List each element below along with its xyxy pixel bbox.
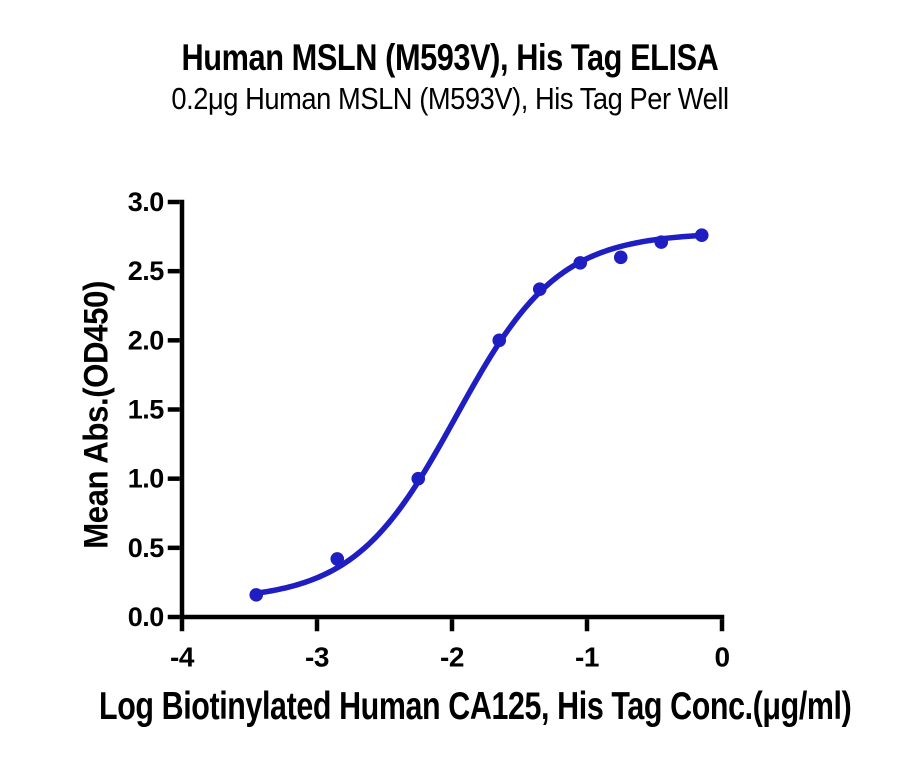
x-tick-label: 0 bbox=[714, 641, 729, 672]
data-point bbox=[249, 588, 264, 602]
y-tick-label: 0.0 bbox=[128, 602, 164, 632]
x-tick-label: -1 bbox=[575, 641, 599, 672]
data-point bbox=[613, 250, 628, 265]
data-point bbox=[573, 256, 588, 270]
data-point bbox=[492, 333, 507, 348]
y-tick-label: 0.5 bbox=[128, 533, 165, 563]
x-tick-label: -4 bbox=[170, 641, 195, 672]
data-point bbox=[654, 235, 669, 249]
x-axis-label: Log Biotinylated Human CA125, His Tag Co… bbox=[99, 685, 852, 728]
data-point bbox=[411, 471, 426, 486]
data-point bbox=[330, 552, 345, 566]
data-point bbox=[694, 228, 709, 242]
x-tick-label: -2 bbox=[440, 641, 464, 672]
fit-curve bbox=[253, 232, 705, 596]
chart-title: Human MSLN (M593V), His Tag ELISA bbox=[181, 37, 719, 78]
y-tick-label: 2.5 bbox=[128, 256, 165, 286]
chart-subtitle: 0.2μg Human MSLN (M593V), His Tag Per We… bbox=[171, 81, 729, 116]
y-tick-label: 3.0 bbox=[128, 187, 164, 217]
y-tick-label: 2.0 bbox=[128, 325, 164, 355]
x-tick-label: -3 bbox=[305, 641, 329, 672]
y-tick-label: 1.0 bbox=[128, 464, 164, 494]
y-tick-label: 1.5 bbox=[128, 395, 165, 425]
data-point bbox=[532, 282, 547, 296]
